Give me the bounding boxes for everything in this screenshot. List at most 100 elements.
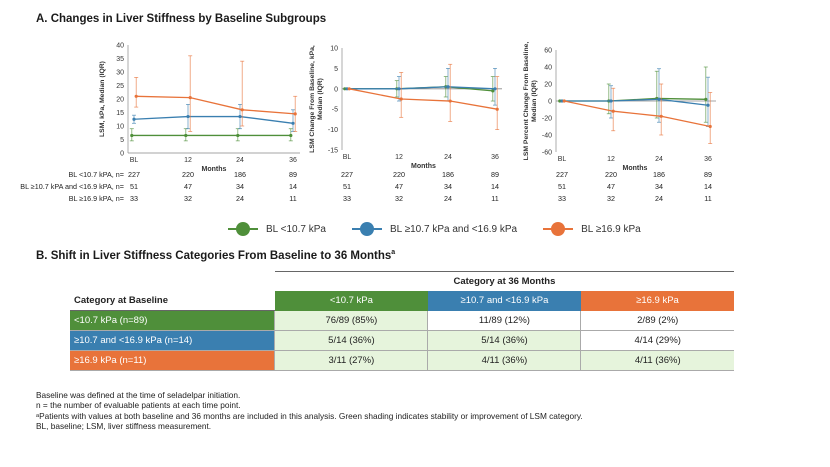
footnotes: Baseline was defined at the time of sela…: [36, 390, 583, 432]
n-value: 24: [444, 194, 452, 203]
data-point: [293, 112, 297, 116]
legend-blue-marker-icon: [359, 222, 374, 236]
y-tick-label: -10: [328, 127, 338, 134]
data-point: [448, 99, 452, 103]
n-value: 33: [558, 194, 566, 203]
data-point: [130, 133, 134, 138]
y-tick-label: 0: [548, 99, 552, 106]
y-tick-label: 0: [120, 151, 124, 158]
n-row-label: BL ≥10.7 kPA and <16.9 kPA, n=: [20, 182, 124, 191]
row-header: Category at Baseline: [70, 291, 275, 311]
column-header-mid: ≥10.7 and <16.9 kPa: [427, 291, 581, 311]
n-value: 47: [184, 182, 192, 191]
x-tick-label: 24: [236, 157, 244, 164]
data-point: [289, 133, 293, 138]
legend-item-blue: BL ≥10.7 kPa and <16.9 kPa: [351, 222, 517, 236]
n-value: 47: [607, 182, 615, 191]
y-axis-title: LSM Change From Baseline, kPa,Median (IQ…: [309, 45, 324, 153]
data-point: [343, 87, 347, 91]
table-cell: 76/89 (85%): [274, 310, 428, 331]
data-point: [238, 114, 242, 119]
y-tick-label: 5: [334, 66, 338, 73]
row-label: <10.7 kPa (n=89): [70, 310, 275, 331]
x-tick-label: BL: [558, 156, 567, 163]
data-point: [397, 87, 401, 91]
table-row: ≥16.9 kPa (n=11) 3/11 (27%) 4/11 (36%) 4…: [70, 350, 734, 371]
series-line: [136, 95, 296, 115]
y-tick-label: 20: [116, 97, 124, 104]
n-value: 51: [558, 182, 566, 191]
x-axis-title: Months: [202, 166, 227, 173]
n-value: 89: [704, 170, 712, 179]
data-point: [562, 99, 566, 103]
n-value: 24: [236, 194, 244, 203]
data-point: [493, 87, 497, 91]
series-line: [564, 100, 711, 128]
y-tick-label: 35: [116, 56, 124, 63]
y-tick-label: 30: [116, 70, 124, 77]
n-value: 186: [653, 170, 665, 179]
data-point: [188, 96, 192, 100]
n-row-label: BL <10.7 kPA, n=: [68, 170, 124, 179]
x-tick-label: 36: [289, 157, 297, 164]
data-point: [491, 89, 495, 93]
footnote: ᵃPatients with values at both baseline a…: [36, 410, 583, 421]
table-cell: 5/14 (36%): [427, 330, 581, 351]
y-tick-label: 10: [330, 46, 338, 53]
x-tick-label: BL: [130, 157, 139, 164]
legend-label: BL ≥16.9 kPa: [581, 223, 641, 235]
n-value: 34: [236, 182, 244, 191]
n-value: 34: [655, 182, 663, 191]
charts-area: 0 5 10 15 20 25 30 35 40 BL 12 24 36 Months LSM, kPa, …: [99, 42, 716, 173]
data-point: [609, 99, 613, 103]
n-value: 14: [289, 182, 297, 191]
series-line: [347, 86, 496, 90]
shift-table: Category at 36 Months Category at Baseli…: [70, 271, 734, 371]
data-point: [236, 133, 240, 138]
section-a-title: A. Changes in Liver Stiffness by Baselin…: [36, 13, 327, 25]
table-cell: 5/14 (36%): [274, 330, 428, 351]
y-tick-label: -15: [328, 148, 338, 155]
row-label: ≥10.7 and <16.9 kPa (n=14): [70, 330, 275, 351]
data-point: [560, 99, 564, 103]
n-table: BL <10.7 kPA, n= 227 220 186 89 227 220 186 89 22…: [0, 170, 830, 210]
x-tick-label: 12: [395, 154, 403, 161]
n-value: 24: [655, 194, 663, 203]
n-value: 227: [128, 170, 140, 179]
footnote: Baseline was defined at the time of sela…: [36, 390, 241, 400]
x-tick-label: BL: [343, 154, 352, 161]
series-line: [349, 88, 498, 110]
n-value: 32: [607, 194, 615, 203]
y-tick-label: 60: [544, 48, 552, 55]
y-tick-label: 15: [116, 110, 124, 117]
n-value: 220: [393, 170, 405, 179]
n-value: 11: [704, 194, 712, 203]
n-value: 33: [130, 194, 138, 203]
data-point: [347, 87, 351, 91]
n-value: 32: [184, 194, 192, 203]
n-value: 14: [704, 182, 712, 191]
n-value: 34: [444, 182, 452, 191]
n-value: 89: [289, 170, 297, 179]
data-point: [240, 108, 244, 112]
n-value: 11: [491, 194, 499, 203]
section-b-superscript: a: [391, 249, 396, 256]
n-value: 47: [395, 182, 403, 191]
table-cell: 4/14 (29%): [580, 330, 734, 351]
y-tick-label: 10: [116, 124, 124, 131]
table-cell: 4/11 (36%): [427, 350, 581, 371]
legend-item-orange: BL ≥16.9 kPa: [543, 222, 641, 236]
data-point: [186, 114, 190, 119]
data-point: [132, 117, 136, 121]
x-tick-label: 24: [444, 154, 452, 161]
n-value: 32: [395, 194, 403, 203]
x-axis-title: Months: [411, 163, 436, 170]
table-row: <10.7 kPa (n=89) 76/89 (85%) 11/89 (12%)…: [70, 310, 734, 331]
legend: BL <10.7 kPa BL ≥10.7 kPa and <16.9 kPa …: [228, 220, 667, 238]
n-value: 33: [343, 194, 351, 203]
legend-label: BL <10.7 kPa: [266, 223, 326, 235]
table-cell: 3/11 (27%): [274, 350, 428, 371]
data-point: [704, 97, 708, 101]
n-row-label: BL ≥16.9 kPA, n=: [68, 194, 124, 203]
x-tick-label: 36: [491, 154, 499, 161]
